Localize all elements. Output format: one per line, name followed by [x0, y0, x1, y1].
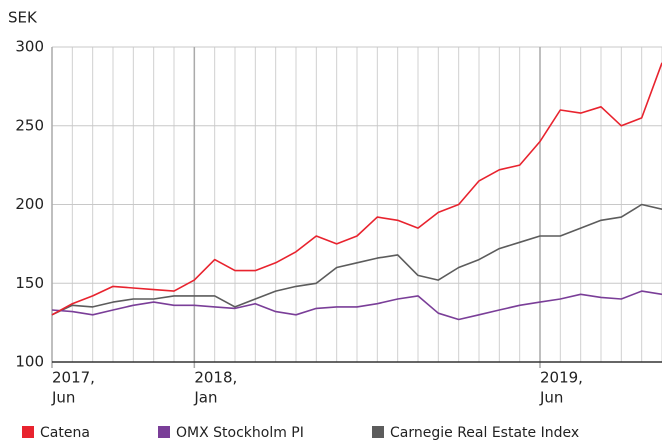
y-tick-label: 200: [15, 195, 44, 213]
legend-swatch: [22, 426, 34, 438]
series-line: [51, 290, 662, 321]
y-tick-label: 250: [15, 116, 44, 134]
legend-label: OMX Stockholm PI: [176, 425, 304, 441]
legend: Catena OMX Stockholm PI Carnegie Real Esta…: [22, 425, 579, 441]
x-tick-label: Jan: [193, 389, 217, 407]
legend-swatch: [372, 426, 384, 438]
legend-label: Carnegie Real Estate Index: [390, 425, 579, 441]
x-tick-label: Jun: [539, 389, 563, 407]
y-tick-label: 300: [15, 38, 44, 56]
series-line: [51, 203, 662, 316]
y-tick-label: 150: [15, 274, 44, 292]
series-line: [51, 62, 662, 316]
y-tick-label: 100: [15, 353, 44, 371]
x-tick-label: 2017,: [52, 369, 95, 387]
x-tick-label: Jun: [51, 389, 75, 407]
x-tick-label: 2018,: [194, 369, 237, 387]
legend-label: Catena: [40, 425, 90, 441]
y-axis-label: SEK: [8, 9, 38, 27]
legend-swatch: [158, 426, 170, 438]
x-tick-label: 2019,: [540, 369, 583, 387]
